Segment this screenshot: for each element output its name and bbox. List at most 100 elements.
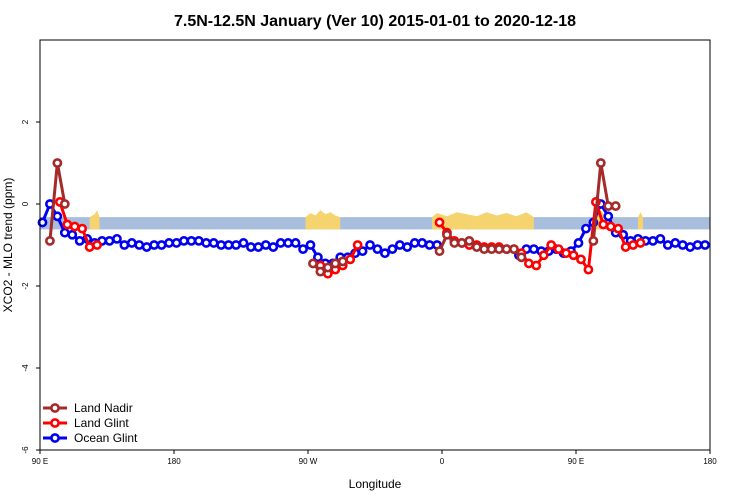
land-mask-region-1 bbox=[305, 210, 341, 230]
data-point-ocean-glint bbox=[216, 240, 227, 250]
data-point-land-nadir bbox=[603, 201, 614, 211]
data-point-land-nadir bbox=[588, 235, 599, 246]
data-point-ocean-glint bbox=[126, 238, 137, 248]
land-mask-region-0 bbox=[89, 210, 100, 230]
x-tick-label: 90 E bbox=[32, 457, 48, 466]
data-point-ocean-glint bbox=[193, 235, 204, 246]
data-point-ocean-glint bbox=[298, 244, 308, 254]
data-point-land-glint bbox=[635, 238, 646, 248]
data-point-land-nadir bbox=[337, 256, 348, 267]
data-point-ocean-glint bbox=[186, 235, 197, 246]
data-point-ocean-glint bbox=[380, 248, 390, 259]
data-point-ocean-glint bbox=[275, 238, 286, 248]
y-tick-label: 0 bbox=[21, 201, 30, 206]
data-point-land-glint bbox=[620, 242, 631, 252]
data-point-land-nadir bbox=[464, 235, 475, 246]
plot-frame bbox=[39, 39, 711, 451]
data-point-ocean-glint bbox=[662, 240, 673, 250]
data-point-land-glint bbox=[538, 250, 549, 261]
data-point-ocean-glint bbox=[685, 242, 696, 252]
data-point-ocean-glint bbox=[208, 238, 219, 248]
y-tick-label: -6 bbox=[21, 446, 30, 454]
data-point-ocean-glint bbox=[402, 242, 413, 252]
data-point-ocean-glint bbox=[283, 238, 294, 248]
data-point-ocean-glint bbox=[313, 252, 323, 263]
data-point-land-nadir bbox=[479, 244, 490, 254]
series-line-ocean-glint-0 bbox=[41, 202, 438, 265]
data-point-ocean-glint bbox=[253, 242, 264, 252]
data-point-land-nadir bbox=[501, 244, 512, 254]
data-point-ocean-glint bbox=[357, 246, 368, 257]
data-point-land-nadir bbox=[45, 235, 55, 246]
data-point-land-glint bbox=[434, 217, 445, 228]
data-point-ocean-glint bbox=[37, 217, 48, 228]
plot-area bbox=[37, 158, 710, 279]
data-point-ocean-glint bbox=[119, 240, 130, 250]
y-axis: -6 -4 -2 0 2 bbox=[21, 119, 40, 454]
data-point-ocean-glint bbox=[387, 244, 398, 254]
data-point-ocean-glint bbox=[246, 242, 256, 252]
data-point-land-nadir bbox=[434, 246, 445, 257]
data-point-land-nadir bbox=[610, 201, 621, 211]
series-land-glint bbox=[54, 197, 646, 279]
x-tick-label: 180 bbox=[167, 457, 181, 466]
x-axis-label: Longitude bbox=[349, 477, 402, 491]
data-point-land-glint bbox=[523, 258, 534, 269]
data-point-ocean-glint bbox=[67, 229, 78, 240]
data-point-ocean-glint bbox=[409, 238, 420, 248]
data-point-ocean-glint bbox=[372, 244, 383, 254]
data-point-ocean-glint bbox=[692, 240, 703, 250]
legend-swatch-marker bbox=[50, 433, 60, 443]
data-point-ocean-glint bbox=[223, 240, 234, 250]
data-point-ocean-glint bbox=[179, 235, 189, 246]
legend-label: Land Nadir bbox=[74, 401, 133, 415]
data-point-ocean-glint bbox=[424, 240, 435, 250]
land-mask-region-4 bbox=[638, 212, 643, 230]
data-point-land-nadir bbox=[486, 244, 497, 254]
data-point-land-nadir bbox=[456, 238, 467, 248]
data-point-ocean-glint bbox=[417, 238, 428, 248]
data-point-land-glint bbox=[69, 221, 80, 232]
data-point-land-nadir bbox=[322, 262, 333, 273]
data-point-land-nadir bbox=[449, 238, 460, 248]
data-point-ocean-glint bbox=[156, 240, 167, 250]
data-point-ocean-glint bbox=[655, 233, 666, 244]
data-point-ocean-glint bbox=[231, 240, 241, 250]
data-point-land-glint bbox=[84, 242, 95, 252]
data-point-land-nadir bbox=[516, 252, 527, 263]
data-point-land-glint bbox=[92, 240, 102, 250]
data-point-land-glint bbox=[568, 250, 579, 261]
legend-item-land-nadir: Land Nadir bbox=[43, 401, 133, 415]
data-point-ocean-glint bbox=[260, 240, 271, 250]
data-point-land-nadir bbox=[509, 244, 519, 254]
chart-title: 7.5N-12.5N January (Ver 10) 2015-01-01 t… bbox=[174, 13, 576, 30]
data-point-land-glint bbox=[598, 219, 609, 230]
data-point-land-glint bbox=[561, 248, 571, 259]
data-point-ocean-glint bbox=[74, 235, 85, 246]
data-point-ocean-glint bbox=[394, 240, 405, 250]
data-point-ocean-glint bbox=[528, 244, 539, 254]
legend-swatch-marker bbox=[50, 403, 60, 413]
data-point-ocean-glint bbox=[104, 235, 115, 246]
data-point-land-nadir bbox=[315, 266, 326, 277]
land-mask-region-2 bbox=[432, 212, 534, 230]
y-tick-label: -4 bbox=[21, 364, 30, 372]
data-point-ocean-glint bbox=[201, 238, 212, 248]
y-tick-label: 2 bbox=[21, 119, 30, 124]
data-point-land-glint bbox=[553, 244, 564, 254]
data-point-land-nadir bbox=[442, 229, 452, 240]
background-band bbox=[40, 217, 710, 230]
data-point-land-glint bbox=[576, 254, 586, 265]
data-point-ocean-glint bbox=[238, 238, 249, 248]
data-point-land-nadir bbox=[52, 158, 63, 168]
data-point-ocean-glint bbox=[149, 240, 160, 250]
data-point-ocean-glint bbox=[603, 211, 614, 222]
data-point-land-glint bbox=[605, 221, 616, 232]
data-point-land-nadir bbox=[330, 258, 341, 269]
y-axis-label: XCO2 - MLO trend (ppm) bbox=[1, 178, 15, 313]
data-point-ocean-glint bbox=[573, 238, 584, 248]
data-point-ocean-glint bbox=[134, 240, 145, 250]
data-point-ocean-glint bbox=[52, 211, 63, 222]
